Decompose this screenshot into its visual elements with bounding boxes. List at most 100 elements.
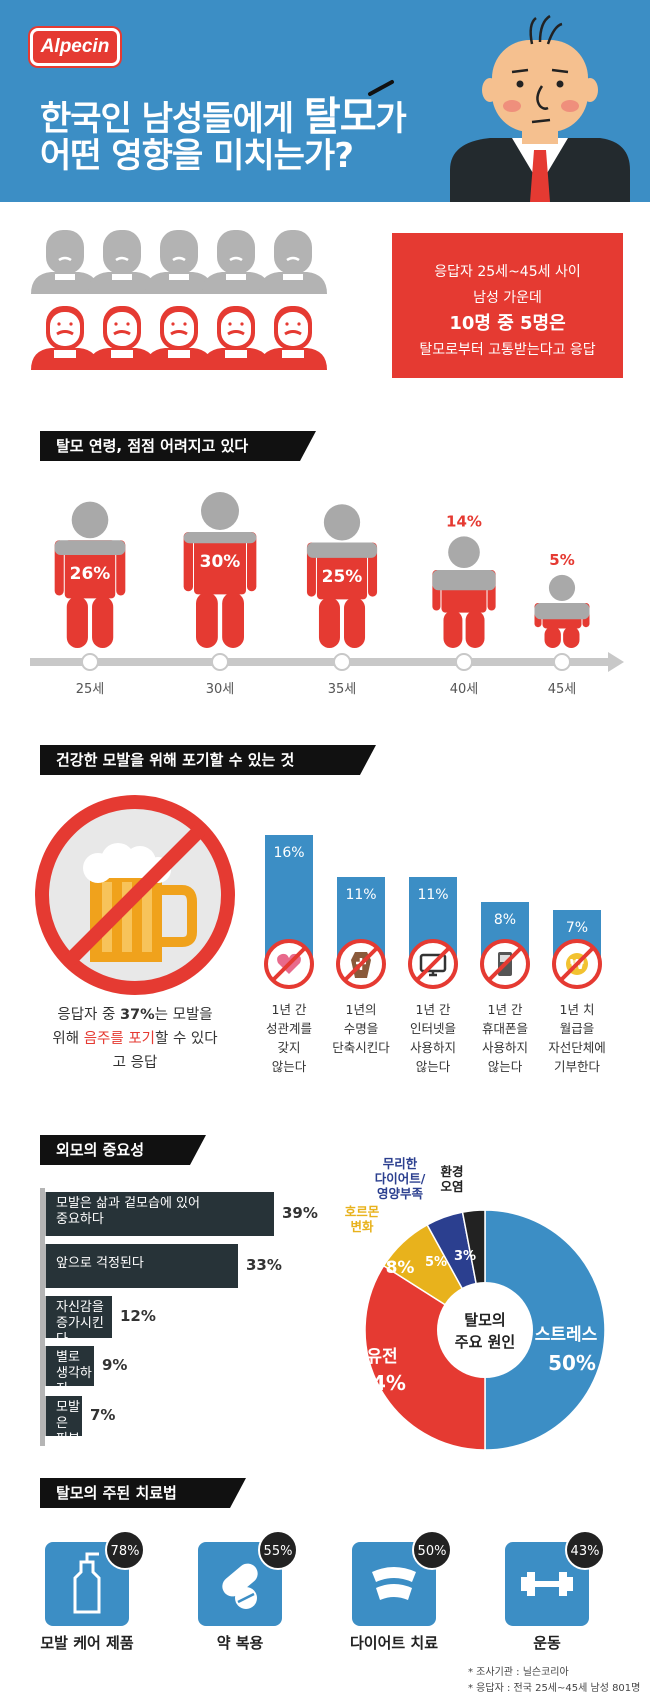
age-axis-dot — [211, 653, 229, 671]
age-axis-dot — [81, 653, 99, 671]
appearance-value-label: 12% — [120, 1307, 156, 1325]
pie-center-label: 주요 원인 — [455, 1333, 515, 1351]
sacrifice-label-line: 않는다 — [487, 1059, 523, 1074]
sacrifice-category-label: 1년 치 월급을 자선단체에 기부한다 — [539, 1000, 615, 1076]
age-section-heading: 탈모 연령, 점점 어려지고 있다 — [40, 431, 316, 461]
page-title-line2: 어떤 영향을 미치는가? — [40, 136, 354, 176]
measuring-tape-icon — [372, 1567, 416, 1600]
pie-value-label: 8% — [386, 1258, 415, 1278]
intro-stat-box: 응답자 25세~45세 사이 남성 가운데 10명 중 5명은 탈모로부터 고통… — [392, 233, 623, 378]
appearance-section-heading: 외모의 중요성 — [40, 1135, 206, 1165]
age-chart: 26% 25세 30% 30세 25% 35세 14% 40세 5% 45세 — [30, 492, 624, 697]
alpecin-logo: Alpecin — [30, 28, 120, 66]
header-banner: Alpecin 한국인 남성들에게 탈모가 어떤 영향을 미치는가? — [0, 0, 650, 202]
coin-icon: ₩ — [552, 939, 602, 989]
age-value-label: 5% — [549, 551, 574, 569]
age-value-label: 26% — [70, 564, 111, 584]
appearance-label-line: 증가시킨다 — [56, 1316, 104, 1347]
sacrifice-label-line: 1년 치 — [559, 1002, 595, 1017]
footer-source: * 조사기관 : 닐슨코리아 — [468, 1667, 569, 1678]
man-icon — [88, 230, 156, 294]
page-title-line1: 한국인 남성들에게 탈모가 — [40, 94, 407, 140]
hair-loss-man-icon — [202, 306, 270, 370]
age-figure — [432, 536, 496, 648]
monitor-icon — [408, 939, 458, 989]
treatment-section-heading: 탈모의 주된 치료법 — [40, 1478, 246, 1508]
pie-category-label: 환경 — [440, 1164, 463, 1179]
age-tick-label: 40세 — [450, 682, 479, 697]
pie-category-label: 변화 — [350, 1219, 374, 1234]
appearance-value-label: 7% — [90, 1406, 116, 1424]
sacrifice-label-line: 1년 간 — [487, 1002, 523, 1017]
footer-respondents: * 응답자 : 전국 25세~45세 남성 801명 — [468, 1683, 641, 1694]
age-figure — [534, 574, 590, 648]
appearance-label-line: 중요하다 — [56, 1212, 104, 1227]
hair-loss-man-icon — [259, 306, 327, 370]
pie-center-label: 탈모의 — [464, 1311, 505, 1329]
pie-category-label: 오염 — [440, 1179, 463, 1194]
pie-category-label: 호르몬 — [345, 1204, 380, 1219]
sacrifice-label-line: 1년 간 — [415, 1002, 451, 1017]
age-tick-label: 30세 — [206, 682, 235, 697]
phone-icon — [480, 939, 530, 989]
pie-value-label: 50% — [548, 1351, 596, 1375]
man-icon — [145, 230, 213, 294]
age-axis-line — [30, 658, 610, 666]
pie-category-label: 유전 — [366, 1347, 397, 1367]
treatment-label: 모발 케어 제품 — [40, 1634, 134, 1652]
sacrifice-label-line: 1년의 — [345, 1002, 377, 1017]
hair-loss-man-icon — [88, 306, 156, 370]
accent-mark-icon — [368, 80, 394, 96]
age-axis-arrow — [608, 652, 624, 672]
sacrifice-label-line: 않는다 — [415, 1059, 451, 1074]
treatment-value-badge: 43% — [565, 1530, 605, 1570]
age-figure — [54, 501, 126, 648]
dumbbell-icon — [521, 1572, 573, 1596]
age-tick-label: 35세 — [328, 682, 357, 697]
sacrifice-label-line: 인터넷을 — [409, 1021, 456, 1036]
appearance-bar: 모발은 피부보다중요하다 — [40, 1396, 82, 1495]
appearance-label-line: 앞으로 걱정된다 — [56, 1256, 144, 1271]
age-axis-dot — [553, 653, 571, 671]
age-value-label: 30% — [200, 552, 241, 572]
sacrifice-category-label: 1년의 수명을 단축시킨다 — [323, 1000, 399, 1057]
age-axis-dot — [333, 653, 351, 671]
intro-line3: 10명 중 5명은 — [449, 313, 566, 334]
pie-slice — [484, 1209, 606, 1451]
intro-line2: 남성 가운데 — [473, 290, 542, 306]
pie-value-label: 3% — [454, 1249, 476, 1264]
intro-line4: 탈모로부터 고통받는다고 응답 — [419, 342, 596, 358]
sacrifice-label-line: 사용하지 — [481, 1040, 528, 1055]
treatment-label: 운동 — [533, 1634, 561, 1652]
pill-icon — [222, 1563, 258, 1609]
treatment-chart: 78% 모발 케어 제품 55% 약 복용 50% 다이어트 치료 43% 운동 — [0, 1530, 650, 1652]
sacrifice-section-heading: 건강한 모발을 위해 포기할 수 있는 것 — [40, 745, 376, 775]
appearance-bar: 모발은 삶과 겉모습에 있어 중요하다 — [40, 1192, 274, 1236]
bald-man-illustration — [450, 14, 630, 202]
shampoo-bottle-icon — [73, 1552, 101, 1614]
treatment-label: 약 복용 — [216, 1634, 264, 1652]
coffin-icon — [336, 939, 386, 989]
appearance-label-line: 별로 생각하지 — [56, 1350, 92, 1397]
pie-center — [437, 1282, 533, 1378]
pie-category-label: 무리한 — [383, 1156, 418, 1171]
sacrifice-label-line: 기부한다 — [553, 1059, 600, 1074]
appearance-value-label: 9% — [102, 1356, 128, 1374]
sacrifice-label-line: 수명을 — [343, 1021, 379, 1036]
age-figure — [183, 492, 257, 648]
appearance-bar: 앞으로 걱정된다 — [40, 1244, 238, 1288]
appearance-value-label: 33% — [246, 1256, 282, 1274]
treatment-value-badge: 78% — [105, 1530, 145, 1570]
sacrifice-label-line: 사용하지 — [409, 1040, 456, 1055]
pie-category-label: 스트레스 — [535, 1325, 598, 1345]
sacrifice-category-label: 1년 간 성관계를 갖지 않는다 — [251, 1000, 327, 1076]
appearance-label-line: 모발은 피부보다 — [56, 1400, 80, 1463]
man-icon — [202, 230, 270, 294]
hair-loss-man-icon — [145, 306, 213, 370]
appearance-bar: 자신감을 증가시킨다 — [40, 1296, 112, 1347]
sacrifice-label-line: 1년 간 — [271, 1002, 307, 1017]
sacrifice-chart: 16% 1년 간 성관계를 갖지 않는다 11% 1년의 수명을 단축시킨다 11% 1년 간 인터넷… — [250, 820, 630, 1090]
sacrifice-label-line: 월급을 — [559, 1021, 595, 1036]
